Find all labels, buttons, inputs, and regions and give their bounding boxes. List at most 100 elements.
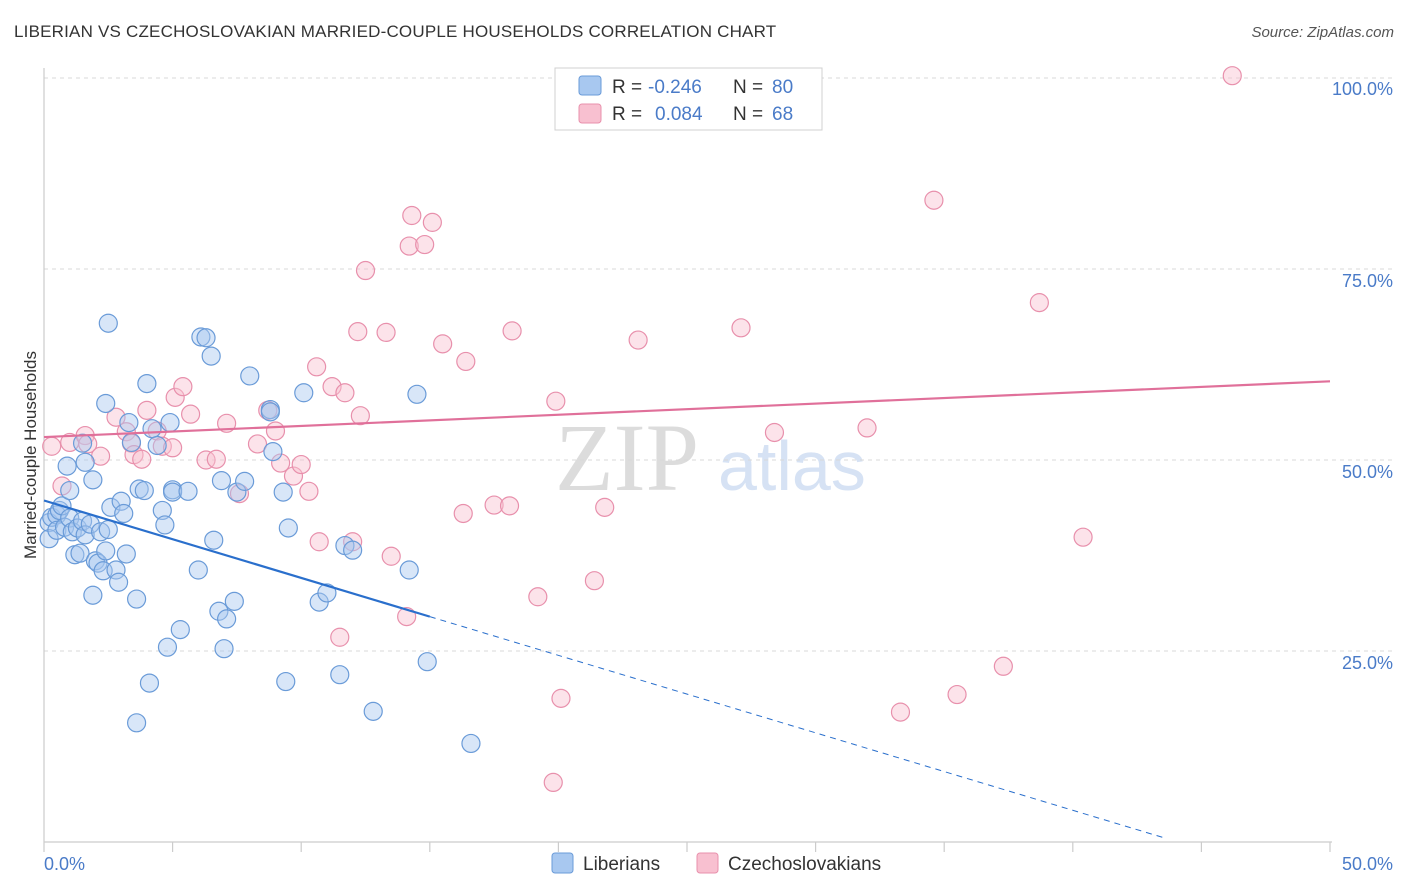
stats-legend: R = -0.246 N = 80 R = 0.084 N = 68 [554,67,823,131]
legend-n-value-1: 80 [772,77,793,98]
chart-title: LIBERIAN VS CZECHOSLOVAKIAN MARRIED-COUP… [14,22,777,41]
legend-n-label-1: N = [733,77,763,98]
czech-point-26 [283,466,304,486]
czech-point-59 [764,422,785,443]
czech-point-0 [42,436,62,456]
liberian-point-81 [407,384,427,404]
czech-swatch [578,103,602,124]
liberian-point-53 [178,481,198,501]
czech-point-11 [137,400,157,420]
liberian-point-8 [57,456,77,476]
czech-point-42 [402,205,422,226]
liberian-point-24 [90,522,111,542]
czech-point-52 [543,772,563,793]
liberian-point-72 [278,518,298,538]
liberian-point-14 [70,543,90,563]
y-tick-label-2: 75.0% [1342,271,1393,291]
liberian-point-0 [39,513,59,533]
czech-point-28 [299,481,319,501]
czech-point-61 [890,702,911,722]
liberian-point-59 [209,601,229,621]
liberian-trend-line [43,499,431,618]
y-tick-label-3: 100.0% [1332,79,1393,99]
liberian-point-42 [137,374,157,394]
liberian-point-56 [196,328,216,348]
czech-point-25 [271,453,291,473]
liberian-point-61 [214,639,234,659]
liberian-point-46 [152,500,172,521]
liberian-point-28 [98,313,118,333]
czech-point-50 [502,321,522,341]
y-axis-title: Married-couple Households [21,351,40,559]
legend-n-label-2: N = [733,104,763,125]
czech-point-22 [247,434,268,454]
czech-point-44 [422,212,442,232]
liberian-points [39,313,481,754]
liberian-point-55 [191,327,211,347]
czech-point-27 [291,454,311,475]
watermark-atlas: atlas [718,427,866,505]
czech-point-15 [165,387,185,407]
czech-point-60 [857,418,877,438]
liberian-point-71 [276,671,296,692]
czech-point-47 [456,351,476,372]
liberian-point-83 [461,733,481,754]
legend-n-value-2: 68 [772,104,793,125]
czech-point-33 [335,383,355,403]
legend-r-label-1: R = [612,77,642,98]
czech-point-24 [265,421,286,441]
czech-point-54 [551,688,571,708]
czech-point-66 [1073,527,1093,547]
czech-point-10 [132,449,152,469]
czech-point-49 [499,496,520,516]
czech-point-35 [348,322,368,342]
liberian-point-57 [201,346,221,366]
czech-point-30 [309,532,329,552]
czech-point-32 [330,627,350,647]
czech-point-46 [453,503,473,524]
axes [43,68,1332,852]
czech-point-17 [181,404,201,424]
liberian-point-78 [343,540,363,560]
liberian-point-79 [363,701,383,721]
liberian-point-54 [188,560,208,580]
liberian-point-80 [399,560,419,580]
series-legend-liberians: Liberians [583,854,660,875]
liberian-point-35 [116,544,136,564]
czech-point-36 [350,406,370,426]
liberian-point-15 [72,433,93,453]
x-tick-label-0: 0.0% [44,854,85,874]
czech-point-19 [206,449,226,469]
czech-point-51 [528,587,548,607]
liberian-point-31 [106,560,126,580]
liberian-point-37 [121,432,142,453]
legend-r-value-1: -0.246 [648,77,702,98]
liberian-point-39 [126,589,147,609]
liberian-trend-extension [429,616,1163,838]
czech-point-29 [307,357,327,377]
liberian-point-51 [163,482,183,502]
czech-point-18 [196,450,216,470]
czech-point-65 [1029,293,1049,313]
liberian-point-49 [160,412,180,433]
x-tick-label-1: 50.0% [1342,854,1393,874]
czech-point-39 [381,546,401,566]
liberian-point-68 [260,402,280,422]
czech-point-38 [376,322,396,343]
liberian-point-21 [83,470,103,490]
legend-r-value-2: 0.084 [655,104,703,125]
liberian-point-22 [85,551,106,571]
series-legend-liberians-swatch [551,852,574,874]
series-legend-czech-swatch [696,852,719,874]
czech-point-43 [415,234,435,255]
liberian-point-76 [330,665,350,685]
czech-point-58 [731,318,751,338]
liberian-point-82 [417,652,437,672]
liberian-point-58 [204,530,224,550]
liberian-point-41 [134,480,154,501]
liberian-point-38 [126,713,147,733]
liberian-point-18 [75,452,95,472]
czech-point-55 [584,571,605,591]
watermark-zip: ZIP [555,404,699,511]
